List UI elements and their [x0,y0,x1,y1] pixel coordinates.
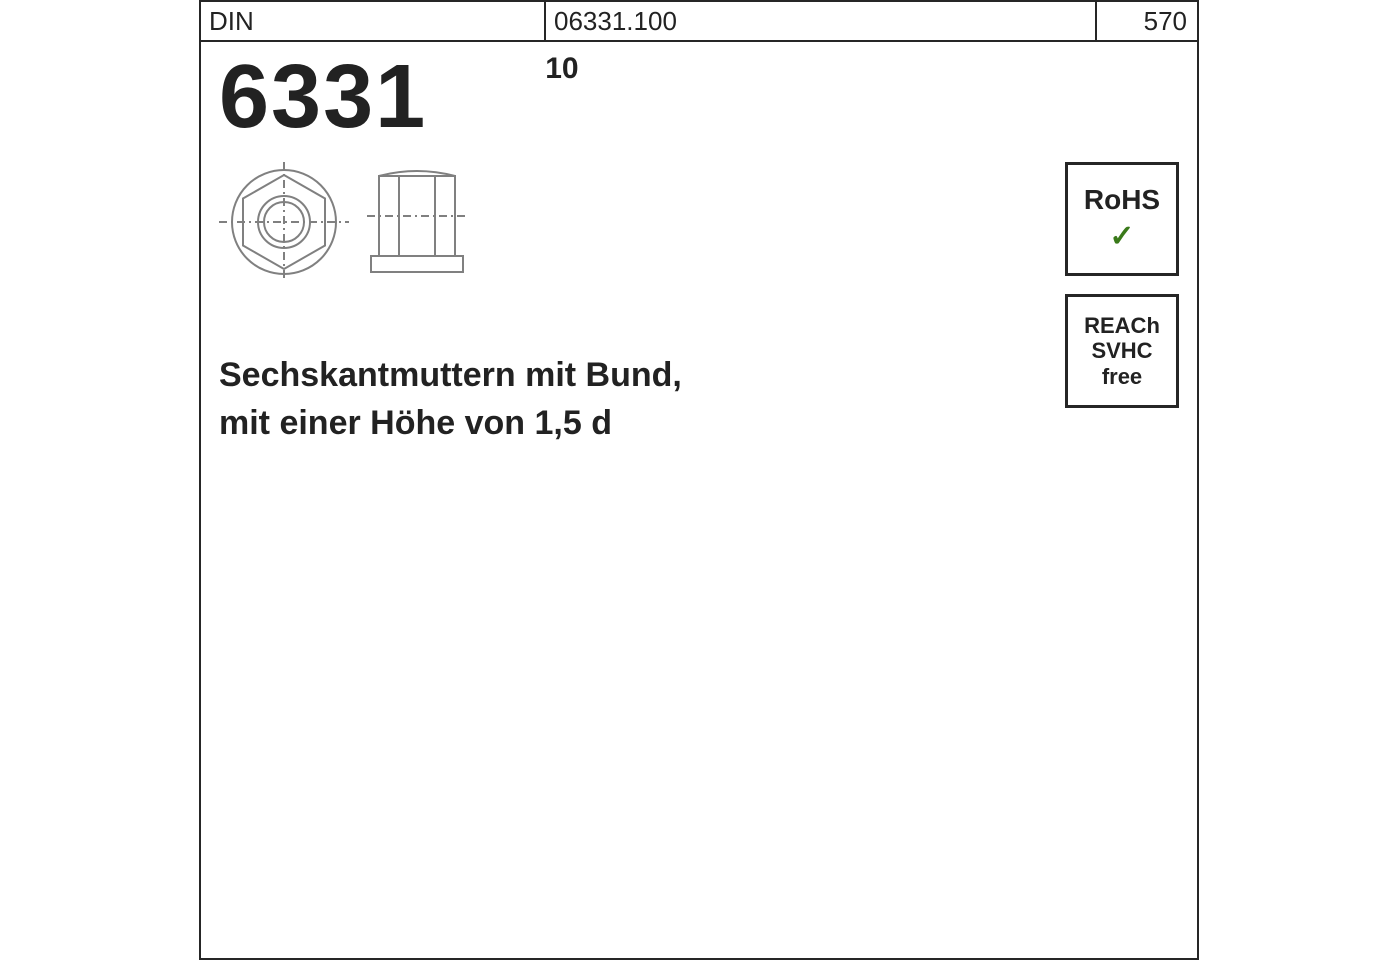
header-standard-label: DIN [201,2,546,40]
technical-drawings [219,162,1179,282]
reach-badge: REACh SVHC free [1065,294,1179,408]
reach-line-1: REACh [1084,313,1160,338]
description-line-1: Sechskantmuttern mit Bund, [219,352,1179,400]
header-page: 570 [1097,2,1197,40]
description-line-2: mit einer Höhe von 1,5 d [219,400,1179,448]
check-icon: ✓ [1109,220,1134,255]
header-row: DIN 06331.100 570 [201,2,1197,42]
title-row: 6331 10 [219,48,1179,142]
compliance-badges: RoHS ✓ REACh SVHC free [1065,162,1179,408]
rohs-label: RoHS [1084,184,1160,216]
nut-side-view-icon [367,162,467,282]
nut-top-view-icon [219,162,349,282]
property-grade: 10 [545,52,578,86]
standard-number: 6331 [219,48,427,142]
rohs-badge: RoHS ✓ [1065,162,1179,276]
datasheet-card: DIN 06331.100 570 6331 10 [199,0,1199,960]
body-area: 6331 10 [201,42,1197,447]
reach-line-2: SVHC [1091,338,1152,363]
reach-line-3: free [1102,364,1142,389]
header-code: 06331.100 [546,2,1097,40]
product-description: Sechskantmuttern mit Bund, mit einer Höh… [219,352,1179,447]
